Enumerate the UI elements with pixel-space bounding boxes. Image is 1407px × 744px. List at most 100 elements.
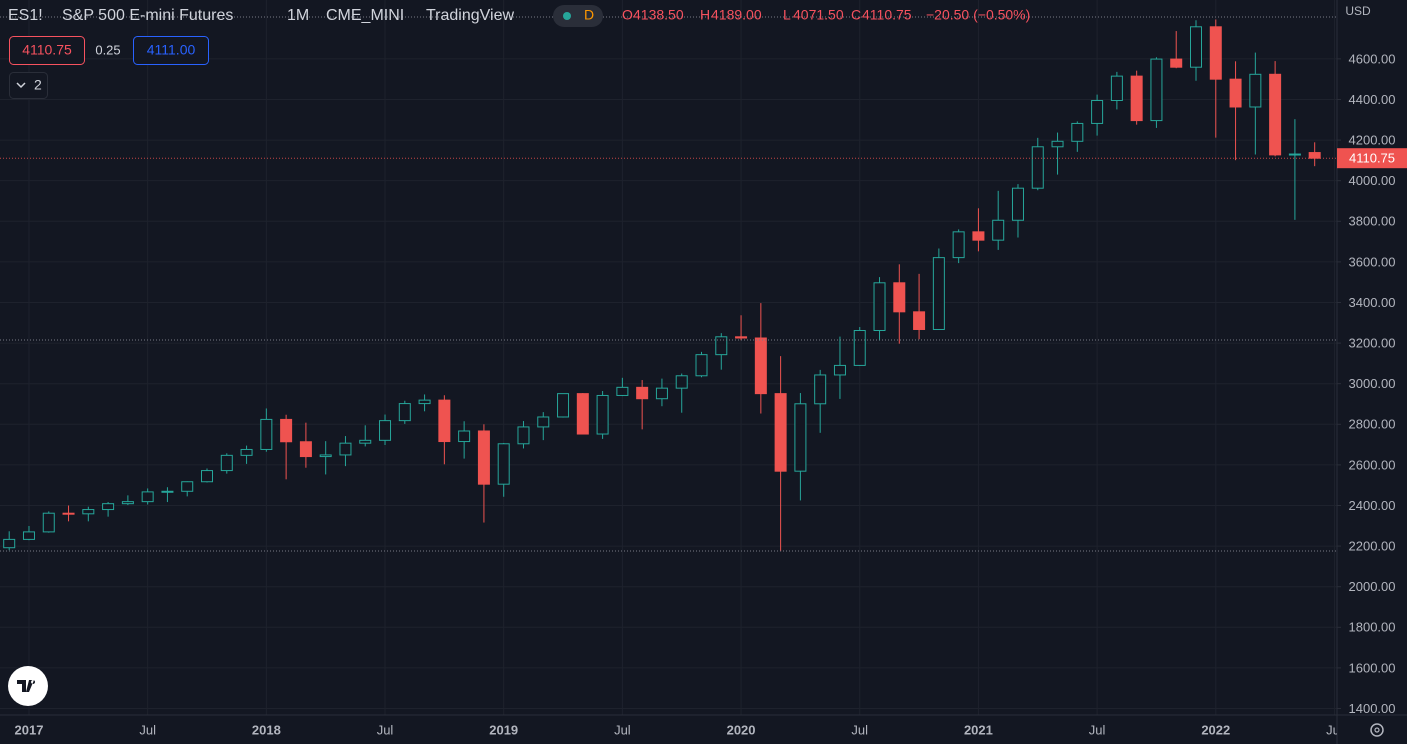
y-tick-label: 3000.00 — [1349, 376, 1396, 391]
candle-body — [675, 375, 688, 389]
buy-button[interactable] — [133, 36, 209, 65]
candle-body — [1031, 146, 1044, 189]
status-dot — [563, 12, 571, 20]
ohlc-key: C — [851, 7, 861, 23]
settings-icon[interactable] — [1370, 723, 1384, 737]
candle-body — [42, 512, 55, 533]
candle-body — [695, 354, 708, 377]
y-tick-label: 3200.00 — [1349, 336, 1396, 351]
settings-icon-core — [1374, 727, 1380, 733]
y-tick-label: 4200.00 — [1349, 133, 1396, 148]
x-tick-label: 2020 — [727, 722, 756, 737]
candle-body — [873, 282, 886, 331]
y-tick-label: 3800.00 — [1349, 214, 1396, 229]
axes: USD1400.001600.001800.002000.002200.0024… — [15, 4, 1407, 737]
candle-body — [576, 393, 589, 435]
last-price-label: 4110.75 — [1349, 151, 1395, 166]
x-tick-label: 2019 — [489, 722, 518, 737]
x-tick-label: Jul — [377, 722, 394, 737]
candle-body — [121, 501, 134, 505]
candle-body — [1150, 58, 1163, 122]
y-tick-label: 2000.00 — [1349, 579, 1396, 594]
symbol[interactable]: ES1! — [8, 7, 43, 24]
x-tick-label: 2021 — [964, 722, 993, 737]
interval[interactable]: 1M — [287, 7, 309, 24]
sell-button[interactable] — [9, 36, 85, 65]
candle-body — [181, 481, 194, 492]
x-tick-label: 2018 — [252, 722, 281, 737]
candle-body — [260, 418, 273, 450]
chevron-icon — [16, 82, 26, 89]
ohlc-key: H — [700, 7, 710, 23]
ohlc-value: 4189.00 — [711, 7, 762, 23]
candle-body — [557, 393, 570, 418]
session-pill[interactable] — [553, 5, 603, 27]
session: D — [584, 7, 594, 23]
candle-body — [735, 336, 748, 339]
candle-body — [1308, 152, 1321, 159]
candle-body — [1170, 58, 1183, 68]
candle-body — [1288, 153, 1301, 156]
candle-body — [240, 448, 253, 456]
last-price-tag — [1337, 148, 1407, 169]
candle-body — [1091, 99, 1104, 124]
candle-body — [319, 454, 332, 458]
candle-body — [102, 503, 115, 511]
candle-body — [3, 538, 16, 549]
candle-body — [715, 336, 728, 356]
candle-body — [833, 364, 846, 376]
ohlc-key: L — [783, 7, 791, 23]
candle-body — [418, 399, 431, 405]
candle-body — [161, 490, 174, 493]
ohlc-value: 4138.50 — [633, 7, 684, 23]
y-tick-label: 3400.00 — [1349, 295, 1396, 310]
candle-body — [893, 282, 906, 313]
y-tick-label: 4400.00 — [1349, 92, 1396, 107]
candle-body — [1209, 26, 1222, 80]
y-tick-label: 4600.00 — [1349, 51, 1396, 66]
candle-body — [458, 430, 471, 443]
y-tick-label: 2400.00 — [1349, 498, 1396, 513]
candle-body — [379, 420, 392, 441]
candle-body — [1071, 122, 1084, 142]
exchange: CME_MINI — [326, 7, 404, 24]
x-tick-label: Jul — [614, 722, 631, 737]
candle-body — [438, 399, 451, 443]
axis-unit: USD — [1345, 4, 1371, 18]
x-tick-label: Jul — [1089, 722, 1106, 737]
x-tick-label: Jul — [851, 722, 868, 737]
candle-body — [992, 219, 1005, 241]
indicators-toggle[interactable] — [9, 72, 48, 99]
candle-body — [497, 443, 510, 485]
candle-body — [853, 329, 866, 366]
candle-body — [1110, 75, 1123, 101]
candle-body — [398, 403, 411, 422]
x-tick-label: 2022 — [1201, 722, 1230, 737]
candle-body — [596, 394, 609, 435]
x-tick-label: 2017 — [15, 722, 44, 737]
candle-body — [299, 441, 312, 458]
logo-mark — [17, 680, 36, 692]
candle-body — [201, 470, 213, 483]
candle-body — [359, 439, 372, 444]
candle-body — [1011, 187, 1024, 221]
source: TradingView — [426, 7, 514, 24]
symbol-name: S&P 500 E-mini Futures — [62, 7, 233, 24]
candle-body — [141, 491, 154, 503]
y-tick-label: 2600.00 — [1349, 457, 1396, 472]
change: −20.50 (−0.50%) — [926, 7, 1030, 23]
candle-body — [62, 512, 75, 515]
candle-body — [814, 374, 827, 405]
candle-body — [794, 403, 807, 472]
candle-body — [1249, 73, 1262, 108]
candle-body — [280, 418, 293, 443]
candle-body — [477, 430, 490, 485]
candle-body — [636, 386, 649, 400]
y-tick-label: 2800.00 — [1349, 417, 1396, 432]
candle-body — [1269, 73, 1282, 156]
candle-body — [952, 231, 965, 259]
ohlc-key: O — [622, 7, 633, 23]
candle-body — [1190, 26, 1202, 68]
